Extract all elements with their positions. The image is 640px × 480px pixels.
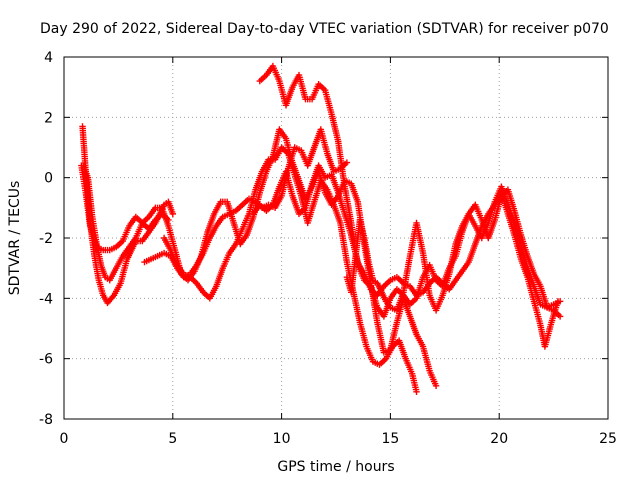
data-point [556,313,564,320]
y-tick-label: 4 [44,50,53,66]
y-tick-label: -2 [39,231,53,247]
x-tick-label: 0 [60,431,69,447]
axis-ticks: 0 5 10 15 20 25 -8 -6 -4 -2 0 2 4 [39,50,617,447]
plot-frame [63,56,609,420]
y-tick-label: -8 [39,412,53,428]
data-point [169,210,176,218]
x-tick-label: 10 [273,431,291,447]
series-track-2 [80,126,440,390]
x-tick-label: 25 [599,431,617,447]
y-axis-label: SDTVAR / TECUs [7,181,23,296]
y-tick-label: 0 [44,171,53,187]
data-point [343,159,351,166]
grid [64,57,608,419]
x-tick-label: 5 [168,431,177,447]
x-tick-label: 15 [381,431,399,447]
series-track-8 [343,183,564,314]
series-track-6 [250,162,562,350]
series-track-3 [78,162,172,254]
x-axis-label: GPS time / hours [277,459,394,475]
data-point [413,388,420,396]
series-track-5 [160,144,420,396]
chart-title: Day 290 of 2022, Sidereal Day-to-day VTE… [40,21,609,37]
data-point [556,298,564,305]
y-tick-label: -4 [39,291,53,307]
y-tick-label: -6 [39,352,53,368]
x-tick-label: 20 [490,431,508,447]
y-tick-label: 2 [44,110,53,126]
data-point [432,382,440,390]
series-line [252,164,559,347]
data-series [78,62,564,396]
data-point [165,216,172,224]
